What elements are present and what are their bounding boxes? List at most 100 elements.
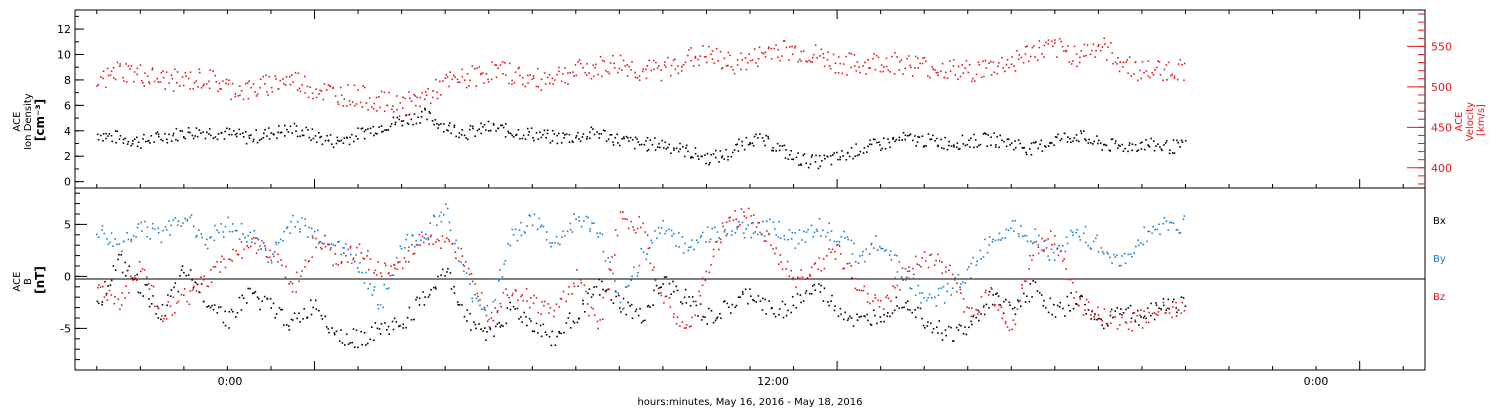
data-point-velocity [97,83,100,86]
data-point-Bz [866,301,869,303]
data-point-Bz [405,260,407,263]
data-point-Bz [580,281,582,284]
data-point-By [587,216,589,219]
data-point-velocity [736,64,739,66]
data-point-Bx [512,305,515,308]
data-point-velocity [946,77,949,79]
data-point-density [807,166,810,169]
data-point-By [107,243,110,245]
top-ylabel-left: ACE Ion Density [cm⁻³] [12,90,47,150]
data-point-By [417,244,419,246]
data-point-By [1127,253,1129,256]
data-point-By [334,244,337,247]
data-point-Bx [207,305,210,307]
data-point-Bx [673,290,675,293]
data-point-By [989,236,991,238]
data-point-velocity [812,56,814,59]
data-point-velocity [577,61,579,63]
data-point-Bx [398,325,400,328]
data-point-Bz [540,313,542,315]
data-point-velocity [873,53,875,55]
data-point-By [678,246,680,248]
data-point-velocity [1183,79,1185,82]
data-point-density [1122,150,1125,152]
data-point-By [1146,240,1148,243]
data-point-velocity [751,59,754,61]
data-point-By [518,229,521,231]
data-point-By [430,234,433,236]
data-point-density [239,133,242,135]
data-point-Bx [706,323,708,325]
data-point-Bx [435,288,437,290]
data-point-density [612,144,615,146]
data-point-velocity [1110,42,1112,44]
data-point-velocity [1139,69,1141,72]
data-point-density [609,134,611,136]
data-point-velocity [1060,40,1063,43]
data-point-By [267,261,269,263]
data-point-Bz [99,286,102,288]
data-point-Bx [1039,291,1041,294]
data-point-Bx [983,313,986,316]
data-point-By [498,279,500,282]
data-point-velocity [259,78,262,80]
data-point-Bx [128,265,131,267]
data-point-density [1078,140,1080,143]
data-point-velocity [1043,44,1046,47]
data-point-Bz [880,299,882,302]
data-point-Bz [590,306,593,309]
data-point-By [1114,256,1116,258]
data-point-By [343,247,345,249]
data-point-By [1113,253,1115,256]
data-point-density [1003,140,1005,143]
data-point-Bz [246,245,248,247]
data-point-velocity [218,82,221,85]
data-point-Bx [1142,317,1145,319]
data-point-Bx [1093,318,1096,321]
data-point-Bx [849,315,851,318]
data-point-Bz [905,279,907,281]
data-point-velocity [347,84,349,86]
data-point-density [994,146,997,148]
data-point-By [162,229,164,232]
data-point-density [438,124,440,126]
data-point-Bx [533,330,536,333]
data-point-density [640,143,643,146]
data-point-velocity [1005,63,1008,66]
data-point-By [607,257,609,259]
data-point-velocity [764,51,767,53]
data-point-velocity [962,72,965,74]
data-point-Bx [627,301,629,304]
data-point-Bx [211,304,213,307]
data-point-Bx [582,299,584,302]
data-point-Bx [710,310,713,312]
data-point-density [155,132,157,135]
data-point-velocity [834,62,837,64]
data-point-By [383,283,386,286]
data-point-velocity [109,74,112,76]
data-point-velocity [601,75,603,78]
data-point-velocity [882,70,884,73]
data-point-Bx [179,275,181,277]
data-point-Bz [533,294,535,297]
data-point-density [424,109,426,111]
data-point-velocity [834,72,837,74]
data-point-Bz [180,293,183,296]
data-point-By [1020,225,1022,227]
data-point-By [483,308,486,310]
data-point-density [401,124,404,127]
data-point-Bx [535,322,538,325]
data-point-density [732,151,734,154]
data-point-Bx [995,293,997,295]
data-point-By [382,306,384,309]
data-point-density [1177,141,1179,144]
data-point-density [709,162,711,164]
data-point-Bx [644,319,646,322]
data-point-velocity [1051,40,1053,43]
data-point-velocity [164,88,166,90]
data-point-Bz [369,258,372,260]
data-point-velocity [889,71,891,73]
data-point-density [636,138,638,140]
data-point-density [545,137,547,139]
data-point-density [143,133,145,136]
